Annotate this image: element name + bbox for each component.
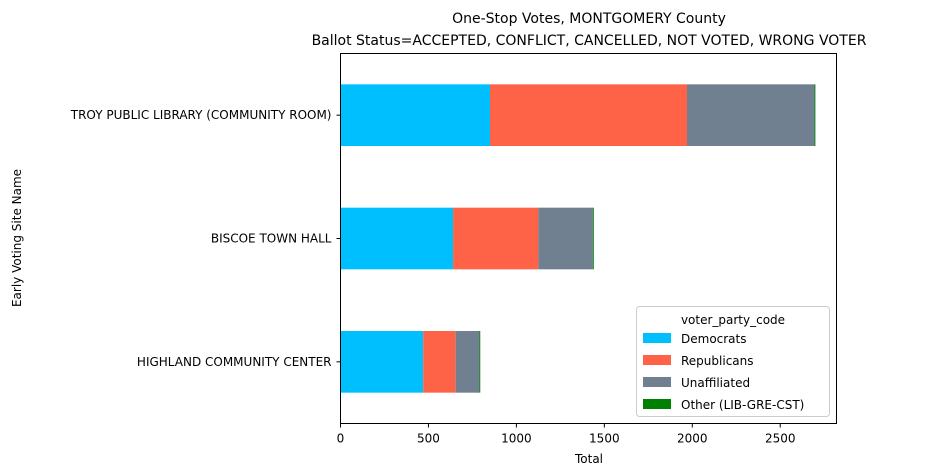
y-axis-ticks: TROY PUBLIC LIBRARY (COMMUNITY ROOM) BISC… bbox=[70, 108, 341, 369]
bar-democrats-2 bbox=[340, 331, 424, 393]
bar-unaffiliated-2 bbox=[455, 331, 480, 393]
legend-label: Republicans bbox=[681, 354, 754, 368]
y-tick-label: HIGHLAND COMMUNITY CENTER bbox=[137, 355, 332, 369]
x-tick-label: 500 bbox=[417, 432, 440, 446]
legend-box bbox=[636, 306, 830, 417]
y-tick-label: TROY PUBLIC LIBRARY (COMMUNITY ROOM) bbox=[70, 108, 332, 122]
x-tick-label: 2500 bbox=[765, 432, 796, 446]
legend-swatch bbox=[643, 333, 671, 343]
bar-other-lib-gre-cst--2 bbox=[479, 331, 481, 393]
bar-democrats-0 bbox=[340, 84, 491, 146]
bar-unaffiliated-0 bbox=[686, 84, 815, 146]
chart-title: One-Stop Votes, MONTGOMERY County bbox=[452, 11, 726, 27]
x-tick-label: 1000 bbox=[501, 432, 532, 446]
x-tick-label: 0 bbox=[337, 432, 345, 446]
legend-title: voter_party_code bbox=[681, 313, 785, 327]
legend-label: Democrats bbox=[681, 332, 747, 346]
x-axis-label: Total bbox=[574, 452, 603, 466]
bar-other-lib-gre-cst--0 bbox=[814, 84, 816, 146]
bar-republicans-1 bbox=[453, 207, 539, 270]
bar-democrats-1 bbox=[340, 207, 454, 270]
legend-swatch bbox=[643, 377, 671, 387]
x-axis-ticks: 0 500 1000 1500 2000 2500 bbox=[337, 423, 796, 446]
legend-label: Unaffiliated bbox=[681, 376, 750, 390]
chart-subtitle: Ballot Status=ACCEPTED, CONFLICT, CANCEL… bbox=[312, 33, 867, 49]
legend-swatch bbox=[643, 355, 671, 365]
x-tick-label: 2000 bbox=[677, 432, 708, 446]
legend-label: Other (LIB-GRE-CST) bbox=[681, 398, 804, 412]
legend-swatch bbox=[643, 399, 671, 409]
y-axis-label: Early Voting Site Name bbox=[10, 169, 24, 307]
x-tick-label: 1500 bbox=[589, 432, 620, 446]
bar-republicans-0 bbox=[490, 84, 687, 146]
legend: voter_party_code Democrats Republicans Una… bbox=[636, 306, 830, 417]
bar-unaffiliated-1 bbox=[538, 207, 593, 270]
bars-group bbox=[340, 84, 816, 393]
y-tick-label: BISCOE TOWN HALL bbox=[211, 232, 332, 246]
bar-other-lib-gre-cst--1 bbox=[592, 207, 594, 270]
legend-items: Democrats Republicans Unaffiliated Other (L… bbox=[643, 332, 804, 412]
bar-republicans-2 bbox=[423, 331, 456, 393]
